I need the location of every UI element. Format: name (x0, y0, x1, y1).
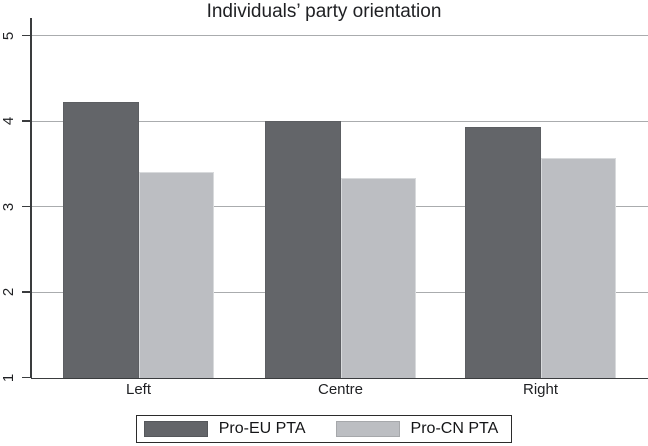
y-axis-tick (22, 35, 31, 37)
legend-swatch-icon (335, 421, 400, 437)
y-tick-label: 2 (0, 287, 17, 297)
category-label: Right (522, 381, 559, 398)
y-gridline (31, 35, 648, 37)
legend-box: Pro-EU PTA Pro-CN PTA (135, 415, 513, 443)
y-tick-label: 5 (0, 31, 17, 40)
legend-entry: Pro-CN PTA (335, 420, 499, 438)
legend-entry: Pro-EU PTA (143, 420, 306, 438)
y-axis-line (30, 18, 32, 378)
bar-pro-eu (265, 121, 341, 378)
y-axis-tick (22, 120, 31, 122)
bar-pro-cn (138, 171, 214, 378)
bar-pro-eu (63, 102, 139, 378)
legend-label: Pro-CN PTA (410, 420, 499, 437)
category-label: Centre (317, 381, 364, 398)
y-gridline (31, 120, 648, 122)
bar-pro-cn (340, 178, 416, 378)
y-tick-label: 4 (0, 116, 17, 126)
y-axis-tick (22, 205, 31, 208)
plot-area (31, 18, 648, 378)
legend-label: Pro-EU PTA (218, 420, 306, 437)
legend: Pro-EU PTA Pro-CN PTA (0, 415, 648, 443)
x-axis-line (31, 377, 648, 380)
y-axis-tick (22, 376, 31, 379)
y-tick-label: 1 (0, 373, 17, 382)
bar-pro-eu (465, 127, 541, 378)
legend-swatch-icon (143, 421, 208, 437)
y-axis-tick (22, 291, 31, 293)
category-label: Left (125, 381, 152, 398)
y-tick-label: 3 (0, 202, 17, 211)
chart-title: Individuals’ party orientation (206, 1, 442, 22)
bar-pro-cn (540, 157, 616, 378)
